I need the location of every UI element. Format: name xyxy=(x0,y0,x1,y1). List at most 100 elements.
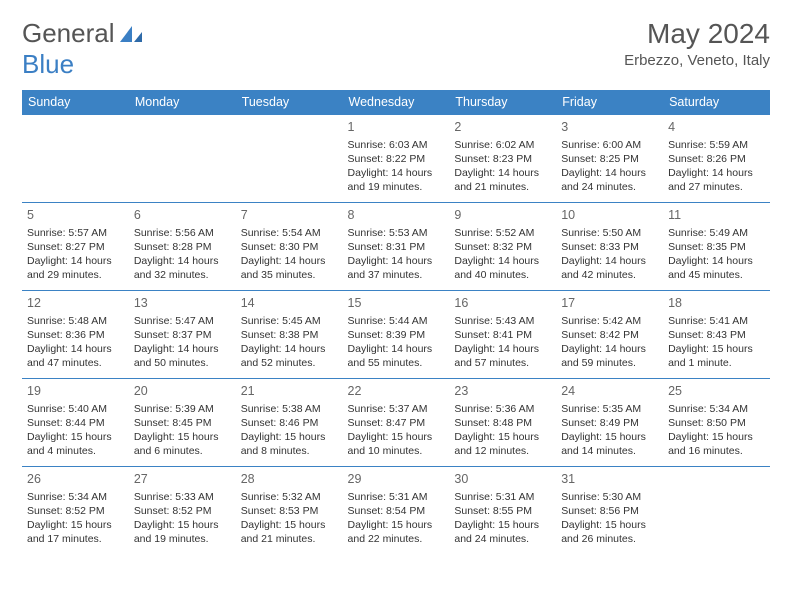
sunset-line: Sunset: 8:50 PM xyxy=(668,416,765,430)
sunrise-line: Sunrise: 5:50 AM xyxy=(561,226,658,240)
day-number: 7 xyxy=(241,207,338,224)
sunset-line: Sunset: 8:31 PM xyxy=(348,240,445,254)
sunset-line: Sunset: 8:45 PM xyxy=(134,416,231,430)
daylight-line: Daylight: 14 hours and 59 minutes. xyxy=(561,342,658,370)
sunrise-line: Sunrise: 5:43 AM xyxy=(454,314,551,328)
day-number: 21 xyxy=(241,383,338,400)
sunrise-line: Sunrise: 6:03 AM xyxy=(348,138,445,152)
daylight-line: Daylight: 15 hours and 1 minute. xyxy=(668,342,765,370)
calendar-day: 24Sunrise: 5:35 AMSunset: 8:49 PMDayligh… xyxy=(556,379,663,467)
day-number: 15 xyxy=(348,295,445,312)
day-number: 23 xyxy=(454,383,551,400)
sunset-line: Sunset: 8:37 PM xyxy=(134,328,231,342)
daylight-line: Daylight: 15 hours and 10 minutes. xyxy=(348,430,445,458)
daylight-line: Daylight: 15 hours and 19 minutes. xyxy=(134,518,231,546)
sunrise-line: Sunrise: 5:33 AM xyxy=(134,490,231,504)
sunset-line: Sunset: 8:27 PM xyxy=(27,240,124,254)
sunset-line: Sunset: 8:28 PM xyxy=(134,240,231,254)
sunset-line: Sunset: 8:55 PM xyxy=(454,504,551,518)
daylight-line: Daylight: 15 hours and 16 minutes. xyxy=(668,430,765,458)
sunset-line: Sunset: 8:39 PM xyxy=(348,328,445,342)
daylight-line: Daylight: 15 hours and 12 minutes. xyxy=(454,430,551,458)
sunset-line: Sunset: 8:46 PM xyxy=(241,416,338,430)
calendar-day: 22Sunrise: 5:37 AMSunset: 8:47 PMDayligh… xyxy=(343,379,450,467)
day-number: 17 xyxy=(561,295,658,312)
calendar-table: SundayMondayTuesdayWednesdayThursdayFrid… xyxy=(22,90,770,555)
calendar-day: 15Sunrise: 5:44 AMSunset: 8:39 PMDayligh… xyxy=(343,291,450,379)
day-header: Saturday xyxy=(663,90,770,115)
month-title: May 2024 xyxy=(624,18,770,50)
daylight-line: Daylight: 15 hours and 8 minutes. xyxy=(241,430,338,458)
calendar-day: 29Sunrise: 5:31 AMSunset: 8:54 PMDayligh… xyxy=(343,467,450,555)
calendar-day: 1Sunrise: 6:03 AMSunset: 8:22 PMDaylight… xyxy=(343,115,450,203)
day-number: 13 xyxy=(134,295,231,312)
sunset-line: Sunset: 8:47 PM xyxy=(348,416,445,430)
location: Erbezzo, Veneto, Italy xyxy=(624,52,770,69)
sunrise-line: Sunrise: 5:44 AM xyxy=(348,314,445,328)
sunset-line: Sunset: 8:25 PM xyxy=(561,152,658,166)
calendar-day: 18Sunrise: 5:41 AMSunset: 8:43 PMDayligh… xyxy=(663,291,770,379)
sunrise-line: Sunrise: 5:56 AM xyxy=(134,226,231,240)
sunrise-line: Sunrise: 5:30 AM xyxy=(561,490,658,504)
calendar-day: 28Sunrise: 5:32 AMSunset: 8:53 PMDayligh… xyxy=(236,467,343,555)
sunrise-line: Sunrise: 5:37 AM xyxy=(348,402,445,416)
calendar-day: 11Sunrise: 5:49 AMSunset: 8:35 PMDayligh… xyxy=(663,203,770,291)
sunrise-line: Sunrise: 5:40 AM xyxy=(27,402,124,416)
calendar-day: 13 Sunrise: 5:47 AMSunset: 8:37 PMDayligh… xyxy=(129,291,236,379)
day-number: 16 xyxy=(454,295,551,312)
calendar-empty xyxy=(129,115,236,203)
sunset-line: Sunset: 8:33 PM xyxy=(561,240,658,254)
daylight-line: Daylight: 14 hours and 52 minutes. xyxy=(241,342,338,370)
daylight-line: Daylight: 14 hours and 50 minutes. xyxy=(134,342,231,370)
day-number: 31 xyxy=(561,471,658,488)
sunrise-line: Sunrise: 5:42 AM xyxy=(561,314,658,328)
daylight-line: Daylight: 14 hours and 47 minutes. xyxy=(27,342,124,370)
sunrise-line: Sunrise: 5:32 AM xyxy=(241,490,338,504)
calendar-day: 23Sunrise: 5:36 AMSunset: 8:48 PMDayligh… xyxy=(449,379,556,467)
calendar-day: 16Sunrise: 5:43 AMSunset: 8:41 PMDayligh… xyxy=(449,291,556,379)
daylight-line: Daylight: 15 hours and 17 minutes. xyxy=(27,518,124,546)
logo-sail-icon xyxy=(118,24,144,44)
sunrise-line: Sunrise: 5:49 AM xyxy=(668,226,765,240)
daylight-line: Daylight: 15 hours and 22 minutes. xyxy=(348,518,445,546)
day-number: 28 xyxy=(241,471,338,488)
daylight-line: Daylight: 14 hours and 35 minutes. xyxy=(241,254,338,282)
sunrise-line: Sunrise: 5:47 AM xyxy=(134,314,231,328)
sunrise-line: Sunrise: 5:36 AM xyxy=(454,402,551,416)
day-header: Thursday xyxy=(449,90,556,115)
sunset-line: Sunset: 8:35 PM xyxy=(668,240,765,254)
sunrise-line: Sunrise: 5:34 AM xyxy=(27,490,124,504)
calendar-empty xyxy=(236,115,343,203)
daylight-line: Daylight: 14 hours and 40 minutes. xyxy=(454,254,551,282)
day-number: 10 xyxy=(561,207,658,224)
daylight-line: Daylight: 15 hours and 6 minutes. xyxy=(134,430,231,458)
sunrise-line: Sunrise: 5:54 AM xyxy=(241,226,338,240)
day-number: 5 xyxy=(27,207,124,224)
sunset-line: Sunset: 8:56 PM xyxy=(561,504,658,518)
day-number: 14 xyxy=(241,295,338,312)
sunrise-line: Sunrise: 6:02 AM xyxy=(454,138,551,152)
sunset-line: Sunset: 8:54 PM xyxy=(348,504,445,518)
day-number: 26 xyxy=(27,471,124,488)
daylight-line: Daylight: 14 hours and 27 minutes. xyxy=(668,166,765,194)
daylight-line: Daylight: 15 hours and 4 minutes. xyxy=(27,430,124,458)
calendar-empty xyxy=(22,115,129,203)
calendar-day: 2Sunrise: 6:02 AMSunset: 8:23 PMDaylight… xyxy=(449,115,556,203)
calendar-week: 26Sunrise: 5:34 AMSunset: 8:52 PMDayligh… xyxy=(22,467,770,555)
sunrise-line: Sunrise: 5:34 AM xyxy=(668,402,765,416)
day-number: 3 xyxy=(561,119,658,136)
day-number: 19 xyxy=(27,383,124,400)
day-header: Sunday xyxy=(22,90,129,115)
calendar-day: 26Sunrise: 5:34 AMSunset: 8:52 PMDayligh… xyxy=(22,467,129,555)
day-header: Tuesday xyxy=(236,90,343,115)
daylight-line: Daylight: 14 hours and 29 minutes. xyxy=(27,254,124,282)
daylight-line: Daylight: 15 hours and 21 minutes. xyxy=(241,518,338,546)
calendar-day: 17Sunrise: 5:42 AMSunset: 8:42 PMDayligh… xyxy=(556,291,663,379)
sunset-line: Sunset: 8:36 PM xyxy=(27,328,124,342)
calendar-day: 6Sunrise: 5:56 AMSunset: 8:28 PMDaylight… xyxy=(129,203,236,291)
title-block: May 2024 Erbezzo, Veneto, Italy xyxy=(624,18,770,69)
sunset-line: Sunset: 8:26 PM xyxy=(668,152,765,166)
calendar-week: 12Sunrise: 5:48 AMSunset: 8:36 PMDayligh… xyxy=(22,291,770,379)
calendar-day: 21Sunrise: 5:38 AMSunset: 8:46 PMDayligh… xyxy=(236,379,343,467)
calendar-day: 27Sunrise: 5:33 AMSunset: 8:52 PMDayligh… xyxy=(129,467,236,555)
